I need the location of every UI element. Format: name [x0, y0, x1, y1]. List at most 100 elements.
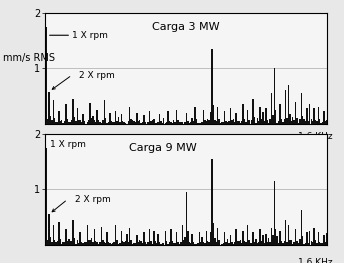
Bar [240, 240, 241, 245]
Bar [249, 243, 251, 245]
Bar [108, 122, 109, 124]
Bar [133, 243, 135, 245]
Text: 2 X rpm: 2 X rpm [79, 70, 115, 79]
Bar [160, 244, 162, 245]
Bar [164, 231, 166, 245]
Bar [130, 240, 132, 245]
Bar [163, 242, 164, 245]
Bar [319, 119, 320, 124]
Bar [254, 241, 255, 245]
Bar [221, 122, 223, 124]
Bar [133, 121, 135, 124]
Bar [223, 243, 224, 245]
Bar [194, 244, 196, 245]
Bar [135, 122, 136, 124]
Bar [120, 231, 122, 245]
Bar [160, 121, 162, 124]
Bar [231, 120, 233, 124]
Bar [142, 243, 143, 245]
Bar [143, 232, 144, 245]
Bar [244, 119, 245, 124]
Bar [247, 110, 248, 124]
Bar [308, 121, 309, 124]
Bar [102, 240, 104, 245]
Bar [78, 243, 79, 245]
Bar [293, 120, 295, 124]
Bar [296, 241, 298, 245]
Bar [146, 244, 148, 245]
Bar [238, 241, 240, 245]
Bar [87, 122, 88, 124]
Bar [323, 112, 325, 124]
Bar [265, 234, 267, 245]
Bar [309, 104, 311, 124]
Bar [299, 239, 301, 245]
Bar [197, 123, 198, 124]
Bar [292, 244, 293, 245]
Bar [88, 240, 89, 245]
Bar [211, 49, 213, 124]
Bar [65, 104, 67, 124]
Bar [116, 120, 118, 124]
Bar [184, 237, 186, 245]
Bar [287, 118, 288, 124]
Bar [118, 117, 119, 124]
Bar [98, 120, 99, 124]
Bar [68, 239, 69, 245]
Bar [287, 242, 288, 245]
Bar [132, 244, 133, 245]
Bar [295, 229, 296, 245]
Bar [216, 242, 217, 245]
Bar [61, 244, 62, 245]
Bar [292, 117, 293, 124]
Bar [140, 241, 142, 245]
Bar [101, 227, 102, 245]
Bar [258, 121, 259, 124]
Bar [174, 243, 176, 245]
Bar [67, 119, 68, 124]
Bar [166, 122, 167, 124]
Bar [114, 122, 115, 124]
Bar [225, 241, 227, 245]
Bar [311, 241, 312, 245]
Bar [114, 242, 115, 245]
Bar [206, 122, 207, 124]
Bar [275, 229, 277, 245]
Bar [164, 123, 166, 124]
Bar [267, 120, 268, 124]
Bar [77, 108, 78, 124]
Bar [180, 122, 182, 124]
Bar [261, 241, 262, 245]
Bar [316, 121, 318, 124]
Bar [198, 232, 200, 245]
Bar [235, 229, 237, 245]
Bar [271, 93, 272, 124]
Bar [245, 242, 247, 245]
Bar [311, 119, 312, 124]
Bar [153, 231, 154, 245]
Bar [154, 241, 156, 245]
Bar [158, 234, 159, 245]
Bar [166, 241, 167, 245]
Bar [67, 241, 68, 245]
Bar [112, 122, 114, 124]
Bar [320, 123, 322, 124]
Bar [63, 242, 64, 245]
Bar [111, 244, 112, 245]
Bar [291, 240, 292, 245]
Bar [50, 116, 51, 124]
Bar [145, 241, 146, 245]
Bar [105, 118, 106, 124]
Bar [55, 242, 57, 245]
Bar [136, 113, 138, 124]
Bar [206, 231, 207, 245]
Bar [152, 244, 153, 245]
Bar [218, 119, 220, 124]
Bar [298, 123, 299, 124]
Bar [201, 122, 203, 124]
Text: 1.6 KHz: 1.6 KHz [298, 258, 332, 263]
Bar [252, 232, 254, 245]
Bar [259, 107, 261, 124]
Bar [278, 242, 279, 245]
Bar [129, 107, 130, 124]
